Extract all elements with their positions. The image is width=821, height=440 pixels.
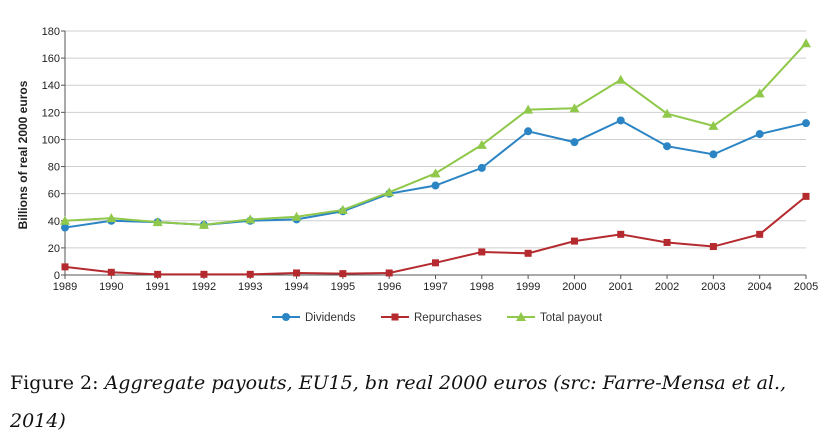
total-payout-point bbox=[569, 103, 580, 113]
y-tick-label: 120 bbox=[42, 107, 60, 119]
y-tick-labels: 0 20 40 60 80 100 120 140 160 180 bbox=[42, 26, 60, 282]
repurchases-point bbox=[154, 270, 162, 278]
repurchases-point bbox=[432, 259, 439, 267]
x-tick-label: 1996 bbox=[377, 281, 401, 293]
y-tick-label: 20 bbox=[48, 243, 60, 255]
y-tick-label: 40 bbox=[48, 216, 60, 228]
x-tick-label: 2000 bbox=[562, 281, 586, 293]
series-repurchases bbox=[61, 192, 810, 278]
repurchases-point bbox=[756, 230, 764, 238]
total-payout-point bbox=[662, 108, 673, 118]
dividends-point bbox=[802, 119, 810, 128]
dividends-point bbox=[709, 150, 718, 159]
legend-marker bbox=[516, 312, 526, 321]
x-tick-label: 2004 bbox=[747, 281, 771, 293]
total-payout-point bbox=[476, 139, 487, 149]
total-payout-point bbox=[152, 217, 163, 227]
dividends-point bbox=[616, 116, 625, 125]
dividends-point bbox=[477, 163, 486, 172]
repurchases-point bbox=[663, 238, 671, 246]
total-payout-point bbox=[337, 204, 348, 214]
total-payout-point bbox=[198, 219, 209, 229]
x-tick-label: 1994 bbox=[284, 281, 308, 293]
x-tick-label: 1998 bbox=[470, 281, 494, 293]
total-payout-point bbox=[754, 88, 765, 98]
legend-label: Repurchases bbox=[414, 312, 482, 324]
total-payout-point bbox=[523, 104, 534, 114]
y-tick-label: 160 bbox=[42, 53, 60, 65]
payout-line-chart: 0 20 40 60 80 100 120 140 160 180 1989 1990 1991 199… bbox=[16, 26, 818, 324]
total-payout-point bbox=[291, 211, 302, 221]
dividends-point bbox=[570, 138, 579, 147]
total-payout-point bbox=[801, 38, 811, 48]
total-payout-point bbox=[106, 213, 117, 223]
total-payout-line bbox=[64, 42, 807, 226]
x-tick-label: 2005 bbox=[794, 281, 818, 293]
axes bbox=[64, 31, 806, 276]
total-payout-point bbox=[245, 214, 256, 224]
repurchases-point bbox=[293, 269, 301, 277]
legend-item-total-payout: Total payout bbox=[507, 312, 603, 324]
repurchases-point bbox=[61, 263, 69, 271]
gridlines bbox=[61, 30, 806, 276]
repurchases-point bbox=[802, 192, 810, 200]
repurchases-point bbox=[570, 237, 578, 245]
caption-label: Figure 2: bbox=[10, 372, 99, 394]
x-tick-label: 1999 bbox=[516, 281, 540, 293]
dividends-point bbox=[524, 127, 533, 136]
repurchases-point bbox=[339, 270, 347, 278]
series-total-payout bbox=[60, 38, 811, 229]
dividends-point bbox=[755, 130, 764, 139]
y-tick-label: 0 bbox=[54, 270, 60, 282]
repurchases-point bbox=[385, 269, 393, 277]
legend-marker bbox=[282, 313, 290, 321]
repurchases-point bbox=[107, 268, 115, 276]
x-tick-labels: 1989 1990 1991 1992 1993 1994 1995 1996 1997 1998… bbox=[53, 275, 818, 293]
x-tick-label: 2003 bbox=[701, 281, 725, 293]
x-tick-label: 2001 bbox=[609, 281, 633, 293]
repurchases-point bbox=[246, 270, 254, 278]
legend-label: Dividends bbox=[305, 312, 356, 324]
y-tick-label: 140 bbox=[42, 80, 60, 92]
legend-item-repurchases: Repurchases bbox=[381, 312, 482, 324]
total-payout-point bbox=[430, 168, 441, 178]
figure-caption: Figure 2: Aggregate payouts, EU15, bn re… bbox=[10, 364, 810, 440]
repurchases-point bbox=[200, 270, 208, 278]
dividends-point bbox=[61, 223, 69, 232]
repurchases-point bbox=[524, 249, 532, 257]
legend-marker bbox=[391, 313, 399, 321]
legend-label: Total payout bbox=[540, 312, 603, 324]
repurchases-point bbox=[709, 243, 717, 251]
y-axis-label: Billions of real 2000 euros bbox=[16, 80, 30, 229]
x-tick-label: 1992 bbox=[192, 281, 216, 293]
x-tick-label: 1989 bbox=[53, 281, 77, 293]
legend: Dividends Repurchases Total payout bbox=[272, 312, 603, 324]
y-tick-label: 80 bbox=[48, 162, 60, 174]
total-payout-point bbox=[708, 120, 719, 130]
dividends-point bbox=[663, 142, 672, 151]
x-tick-label: 1990 bbox=[99, 281, 123, 293]
x-tick-label: 1991 bbox=[145, 281, 169, 293]
x-tick-label: 1993 bbox=[238, 281, 262, 293]
x-tick-label: 2002 bbox=[655, 281, 679, 293]
x-tick-label: 1997 bbox=[423, 281, 447, 293]
y-tick-label: 100 bbox=[42, 134, 60, 146]
legend-item-dividends: Dividends bbox=[272, 312, 356, 324]
y-tick-label: 60 bbox=[48, 189, 60, 201]
x-tick-label: 1995 bbox=[331, 281, 355, 293]
total-payout-point bbox=[384, 187, 395, 197]
total-payout-point bbox=[60, 215, 70, 225]
repurchases-point bbox=[478, 248, 486, 256]
dividends-point bbox=[431, 181, 440, 190]
series-lines bbox=[60, 38, 811, 278]
total-payout-point bbox=[615, 74, 626, 84]
y-tick-label: 180 bbox=[42, 26, 60, 38]
repurchases-point bbox=[617, 230, 625, 238]
caption-text: Aggregate payouts, EU15, bn real 2000 eu… bbox=[10, 372, 787, 432]
